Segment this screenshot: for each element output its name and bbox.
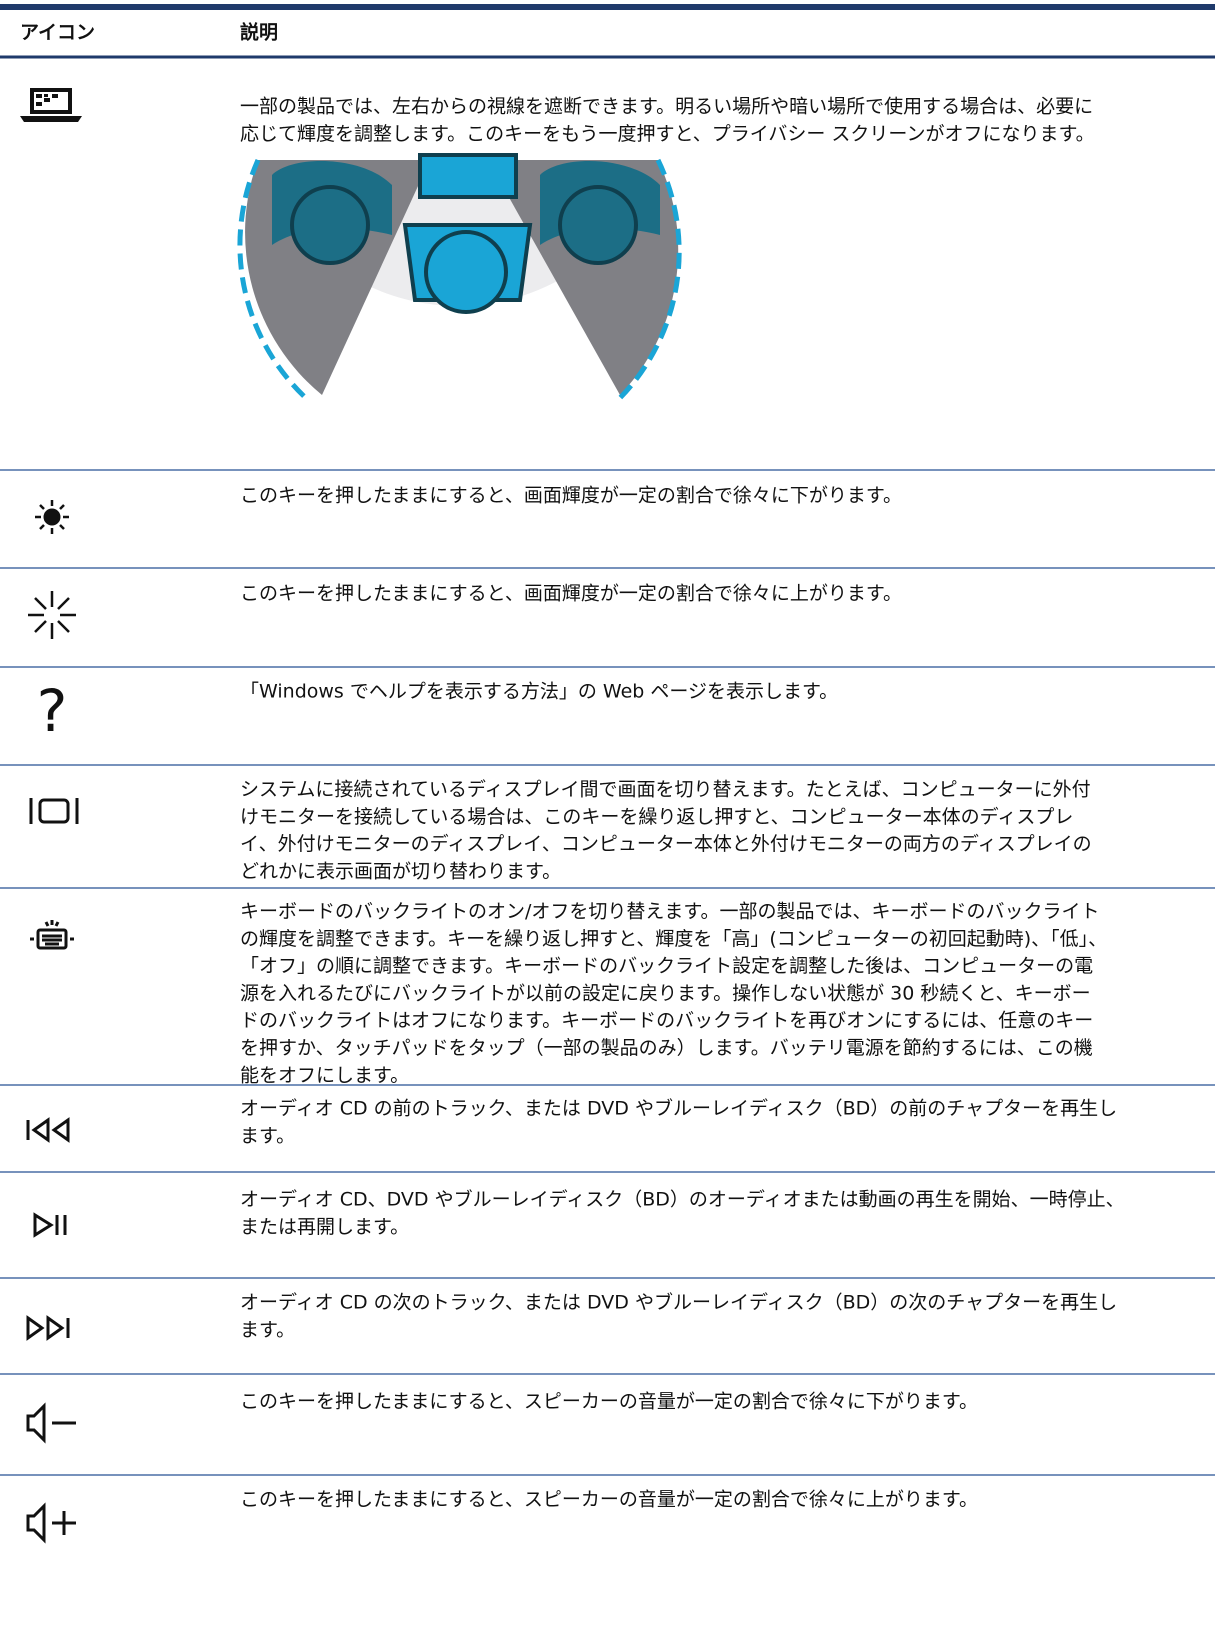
description-line: の輝度を調整できます。キーを繰り返し押すと、輝度を「高」(コンピューターの初回起… [240, 928, 1107, 950]
description-line: ます。 [240, 1319, 295, 1341]
description-line: オーディオ CD の前のトラック、または DVD やブルーレイディスク（BD）の… [240, 1097, 1117, 1120]
description-line: ドのバックライトはオフになります。キーボードのバックライトを再びオンにするには、… [240, 1010, 1093, 1032]
keyboard-backlight-icon [30, 920, 74, 950]
description-line: または再開します。 [240, 1216, 409, 1238]
next-track-icon [26, 1315, 70, 1341]
brightness-down-icon [35, 500, 69, 534]
description-line: このキーを押したままにすると、画面輝度が一定の割合で徐々に下がります。 [240, 485, 902, 507]
privacy-illustration [237, 153, 682, 402]
description-line: 一部の製品では、左右からの視線を遮断できます。明るい場所や暗い場所で使用する場合… [240, 96, 1093, 118]
description-line: キーボードのバックライトのオン/オフを切り替えます。一部の製品では、キーボードの… [240, 901, 1100, 923]
previous-track-icon [26, 1117, 70, 1143]
brightness-up-icon [28, 591, 76, 639]
description-line: けモニターを接続している場合は、このキーを繰り返し押すと、コンピューター本体のデ… [240, 806, 1073, 828]
description-line: このキーを押したままにすると、スピーカーの音量が一定の割合で徐々に下がります。 [240, 1391, 978, 1413]
description-line: イ、外付けモニターのディスプレイ、コンピューター本体と外付けモニターの両方のディ… [240, 833, 1092, 855]
volume-down-icon [26, 1402, 76, 1444]
description-line: 「Windows でヘルプを表示する方法」の Web ページを表示します。 [240, 681, 838, 703]
description-line: オーディオ CD の次のトラック、または DVD やブルーレイディスク（BD）の… [240, 1291, 1117, 1314]
row-separators [0, 469, 1215, 1476]
description-line: 応じて輝度を調整します。このキーをもう一度押すと、プライバシー スクリーンがオフ… [240, 123, 1095, 145]
help-icon: ? [37, 677, 68, 745]
description-line: このキーを押したままにすると、スピーカーの音量が一定の割合で徐々に上がります。 [240, 1489, 978, 1511]
description-line: を押すか、タッチパッドをタップ（一部の製品のみ）します。バッテリ電源を節約するに… [240, 1037, 1093, 1059]
description-line: オーディオ CD、DVD やブルーレイディスク（BD）のオーディオまたは動画の再… [240, 1188, 1125, 1211]
privacy-icon [20, 88, 82, 122]
header-bar [0, 4, 1215, 10]
description-line: どれかに表示画面が切り替わります。 [240, 860, 561, 882]
header-icon: アイコン [20, 22, 95, 44]
descriptions: 一部の製品では、左右からの視線を遮断できます。明るい場所や暗い場所で使用する場合… [240, 96, 1125, 1511]
description-line: このキーを押したままにすると、画面輝度が一定の割合で徐々に上がります。 [240, 583, 902, 605]
description-line: システムに接続されているディスプレイ間で画面を切り替えます。たとえば、コンピュー… [240, 779, 1091, 801]
volume-up-icon [26, 1502, 76, 1544]
description-line: 源を入れるたびにバックライトが以前の設定に戻ります。操作しない状態が 30 秒続… [240, 982, 1091, 1004]
display-switch-icon [29, 798, 79, 824]
header-description: 説明 [240, 21, 278, 44]
play-pause-icon [33, 1212, 67, 1238]
description-line: 能をオフにします。 [240, 1064, 409, 1086]
description-line: ます。 [240, 1125, 295, 1147]
description-line: 「オフ」の順に調整できます。キーボードのバックライト設定を調整した後は、コンピュ… [240, 955, 1093, 977]
